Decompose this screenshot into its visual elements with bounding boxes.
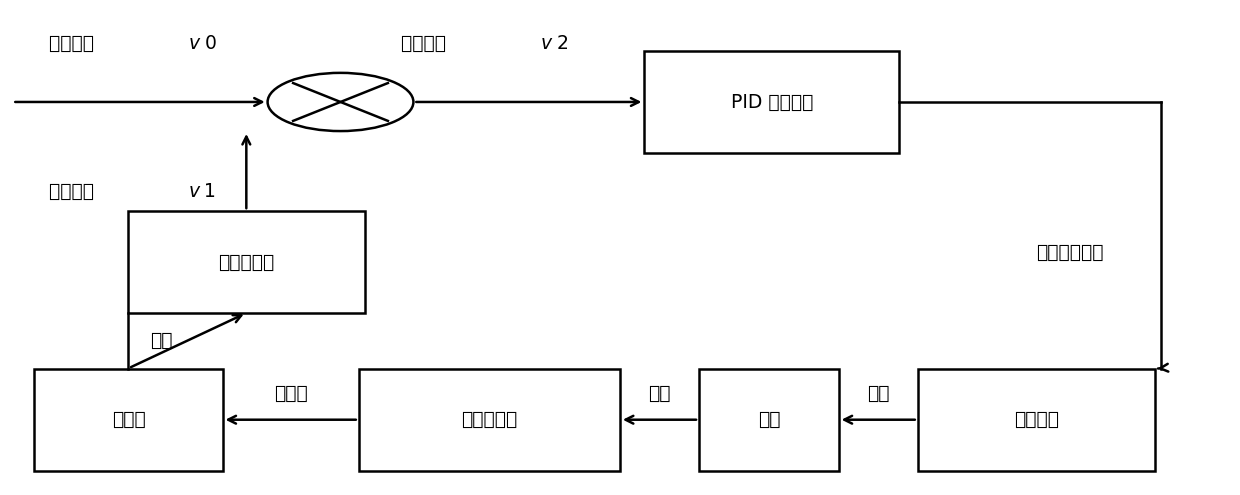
Text: 1: 1: [205, 182, 216, 201]
Bar: [128, 211, 365, 313]
Text: 油液: 油液: [649, 384, 671, 402]
Text: 行驶速度: 行驶速度: [48, 182, 100, 201]
Text: 反力矩: 反力矩: [274, 384, 308, 402]
Text: v: v: [188, 34, 200, 53]
Text: 转速传感器: 转速传感器: [218, 252, 274, 272]
Bar: [358, 369, 620, 471]
Bar: [918, 369, 1154, 471]
Text: 伺服电机: 伺服电机: [1014, 410, 1059, 429]
Text: 0: 0: [205, 34, 216, 53]
Text: 主泵: 主泵: [758, 410, 780, 429]
Bar: [699, 369, 838, 471]
Text: 2: 2: [557, 34, 569, 53]
Text: 目标速度: 目标速度: [48, 34, 100, 53]
Text: 速度偏差: 速度偏差: [402, 34, 453, 53]
Text: v: v: [541, 34, 552, 53]
Text: 液力缓速器: 液力缓速器: [461, 410, 517, 429]
Text: 转速: 转速: [150, 331, 172, 350]
Bar: [35, 369, 223, 471]
Bar: [645, 51, 899, 153]
Text: 控制电压信号: 控制电压信号: [1035, 243, 1104, 262]
Text: 转速: 转速: [867, 384, 889, 402]
Text: 传动轴: 传动轴: [112, 410, 145, 429]
Text: v: v: [188, 182, 200, 201]
Text: PID 控制单元: PID 控制单元: [730, 93, 813, 111]
